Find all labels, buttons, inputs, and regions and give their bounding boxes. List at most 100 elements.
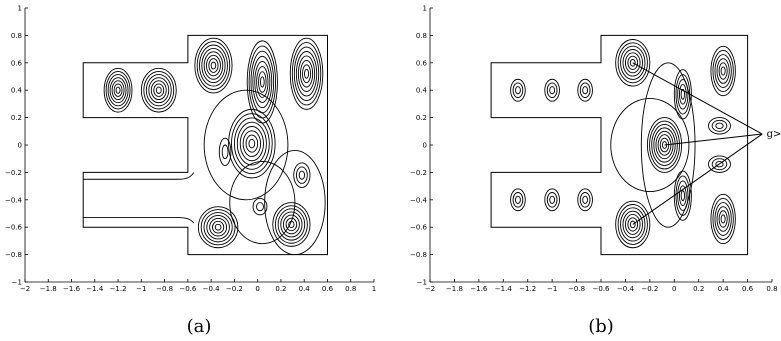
vortex-contour — [673, 69, 692, 120]
vortex — [577, 78, 593, 102]
panel-label: (a) — [187, 316, 212, 337]
vortex-contour — [246, 40, 278, 124]
x-tick-label: 0.8 — [345, 285, 356, 293]
vortex-contour — [109, 77, 127, 104]
annotation-pointer — [632, 133, 763, 225]
vortex-contour — [221, 144, 229, 160]
x-tick-label: −1.6 — [63, 285, 81, 293]
vortex-contour — [203, 51, 224, 80]
y-tick-label: 0.2 — [416, 114, 427, 122]
vortex — [510, 188, 526, 212]
vortex — [544, 188, 560, 212]
y-tick-label: 0 — [423, 142, 427, 150]
x-tick-label: −2 — [20, 285, 30, 293]
vortex-contour — [113, 83, 123, 97]
vortex-contour — [199, 44, 228, 87]
y-tick-label: 0 — [18, 142, 22, 150]
x-tick-label: −0.4 — [617, 285, 635, 293]
vortex-contour — [111, 80, 125, 101]
vortex-contour — [577, 188, 593, 212]
vortex-contour — [295, 51, 318, 97]
vortex — [544, 78, 560, 102]
vortex-contour — [716, 206, 730, 232]
vortex-contour — [680, 190, 685, 202]
y-tick-label: 1 — [18, 5, 22, 13]
vortex-contour — [546, 82, 558, 98]
vortex-contour — [715, 160, 724, 168]
vortex — [710, 45, 736, 97]
vortex — [646, 117, 683, 173]
x-tick-label: −1.4 — [86, 285, 104, 293]
vortex-contour — [203, 212, 233, 243]
vortex-contour — [145, 74, 172, 107]
vortex — [577, 188, 593, 212]
vortex-contour — [720, 214, 726, 224]
vortex-contour — [708, 155, 731, 173]
vortex-contour — [256, 66, 269, 98]
vortex — [289, 37, 324, 110]
y-tick-label: −0.2 — [410, 169, 427, 177]
vortex-contour — [210, 61, 217, 70]
y-tick-label: 0.8 — [11, 32, 22, 40]
vortex-contour — [153, 83, 165, 97]
streamline — [83, 217, 195, 224]
vortex-contour — [259, 76, 265, 88]
annotation-label: g>0 — [767, 129, 781, 140]
y-tick-label: 0.6 — [11, 59, 23, 67]
vortex-contour — [646, 117, 683, 173]
vortex-contour — [711, 119, 728, 132]
vortex-contour — [272, 202, 311, 247]
vortex-contour — [285, 217, 298, 232]
vortex-contour — [657, 134, 672, 156]
vortex-contour — [254, 60, 271, 103]
vortex-contour — [680, 88, 685, 100]
x-tick-label: −1 — [547, 285, 557, 293]
vortex-contour — [148, 77, 170, 104]
vortex-contour — [304, 68, 310, 79]
x-tick-label: −1.8 — [40, 285, 57, 293]
vortex-contour — [245, 134, 259, 153]
vortex — [246, 40, 278, 124]
contour-plot-b: −2 −1.8 −1.6 −1.4 −1.2 −1 −0.8 −0.6 −0.4 −0.2 0 0.2… — [410, 5, 781, 338]
vortex-contour — [673, 170, 692, 221]
x-tick-label: 0.4 — [299, 285, 311, 293]
vortex-contour — [280, 211, 303, 238]
contour-loop — [640, 62, 696, 228]
vortex-contour — [212, 220, 225, 234]
vortex-contour — [651, 123, 678, 166]
x-tick-label: −1.8 — [446, 285, 463, 293]
vortex-contour — [712, 197, 734, 240]
vortex-contour — [620, 45, 646, 80]
vortex-contour — [256, 202, 264, 212]
vortex-contour — [288, 220, 295, 229]
vortex — [197, 206, 239, 249]
annotation-pointer — [632, 62, 763, 135]
x-tick-label: −1.6 — [470, 285, 488, 293]
x-tick-label: 0.2 — [275, 285, 286, 293]
vortex-contour — [293, 46, 320, 101]
vortex-contour — [715, 122, 724, 130]
vortex-contour — [512, 82, 524, 98]
x-tick-label: −1.2 — [519, 285, 536, 293]
vortex-contour — [140, 67, 177, 113]
vortex-contour — [107, 74, 129, 107]
contour-loop — [264, 150, 326, 256]
vortex-contour — [622, 49, 643, 77]
contour-loop — [610, 97, 690, 193]
vortex-contour — [677, 79, 689, 110]
x-tick-label: 0.8 — [766, 285, 777, 293]
vortex-contour — [515, 86, 521, 95]
vortex — [272, 202, 311, 247]
vortex-contour — [209, 217, 228, 237]
x-tick-label: −0.6 — [593, 285, 611, 293]
vortex-contour — [252, 197, 268, 216]
vortex-contour — [208, 58, 219, 73]
vortex-contour — [155, 86, 162, 94]
vortex-contour — [544, 78, 560, 102]
y-tick-label: 0.2 — [11, 114, 22, 122]
vortex-contour — [201, 47, 226, 84]
vortex-contour — [200, 209, 236, 246]
x-tick-label: −0.8 — [568, 285, 585, 293]
vortex-contour — [712, 50, 734, 93]
vortex-contour — [291, 42, 322, 106]
